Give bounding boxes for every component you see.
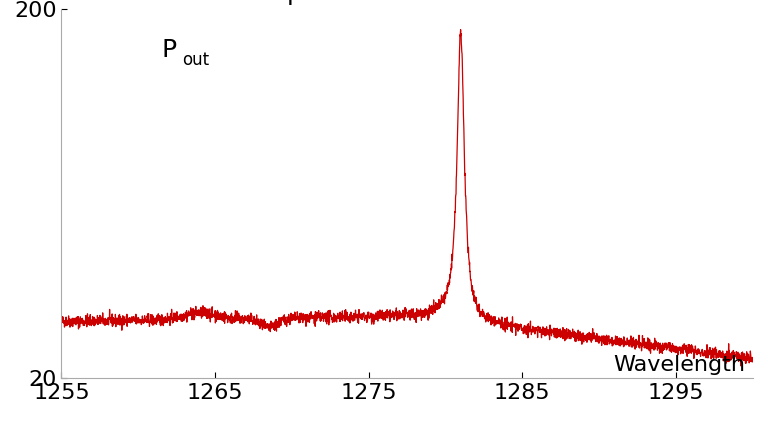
- Text: Power Output: Power Output: [158, 0, 329, 5]
- Text: out: out: [182, 51, 210, 69]
- Text: P: P: [161, 38, 177, 62]
- Text: Wavelength: Wavelength: [614, 355, 746, 375]
